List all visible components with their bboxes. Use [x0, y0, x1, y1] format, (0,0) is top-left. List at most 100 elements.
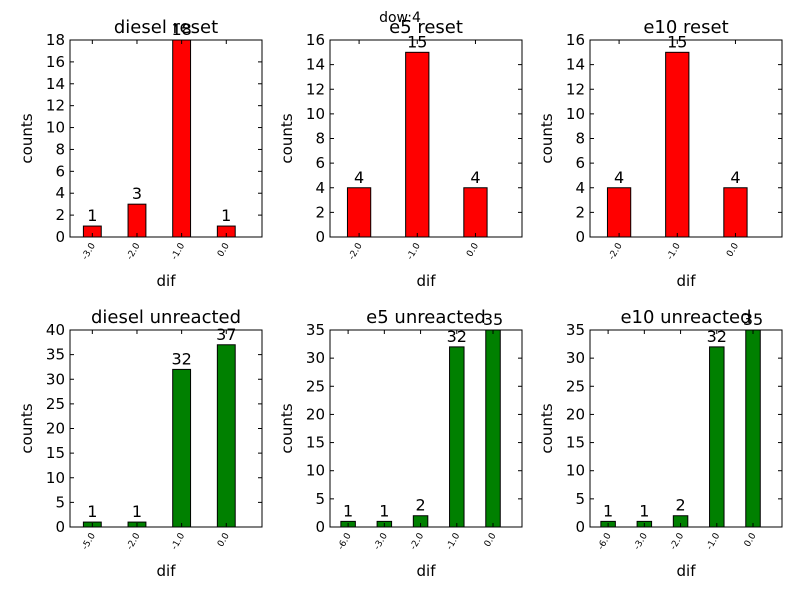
x-tick-label: -2.0 — [125, 241, 143, 261]
y-axis-label: counts — [538, 403, 556, 453]
bar-value-label: 4 — [354, 168, 364, 187]
chart-title: e10 reset — [643, 17, 728, 38]
bar-value-label: 1 — [221, 206, 231, 225]
y-tick-label: 14 — [306, 56, 325, 74]
x-tick-label: -6.0 — [336, 531, 354, 551]
bar — [127, 203, 147, 238]
bar-value-label: 1 — [603, 501, 613, 520]
x-tick-label: -5.0 — [80, 531, 98, 551]
x-axis-label: dif — [157, 272, 177, 290]
bar — [172, 39, 192, 238]
y-tick-label: 16 — [566, 31, 585, 49]
y-tick-label: 2 — [575, 203, 585, 221]
x-tick-label: 0.0 — [216, 241, 232, 259]
bar-value-label: 32 — [171, 349, 191, 368]
y-tick-label: 30 — [566, 349, 585, 367]
subplot-5: 1 -6.0 1 -3.0 2 -2.0 32 -1.0 35 0.0 0 5 10 15 20 25 30 35… — [278, 307, 523, 580]
y-tick-label: 2 — [315, 203, 325, 221]
y-tick-label: 4 — [575, 179, 585, 197]
bar — [709, 346, 725, 528]
axes-frame — [69, 39, 263, 238]
y-tick-label: 35 — [306, 321, 325, 339]
bar — [346, 187, 372, 238]
y-tick-label: 16 — [306, 31, 325, 49]
y-tick-label: 10 — [566, 105, 585, 123]
y-tick-label: 6 — [575, 154, 585, 172]
y-tick-label: 20 — [306, 405, 325, 423]
bar-value-label: 18 — [171, 20, 191, 39]
x-tick-label: -2.0 — [607, 241, 625, 261]
y-tick-label: 18 — [46, 31, 65, 49]
y-tick-label: 6 — [55, 162, 65, 180]
bar-value-label: 32 — [707, 327, 727, 346]
bar — [405, 51, 430, 238]
x-axis-label: dif — [417, 562, 437, 580]
y-tick-label: 5 — [575, 490, 585, 508]
y-tick-label: 15 — [46, 444, 65, 462]
figure-suptitle: dow:4 — [379, 10, 421, 26]
y-axis-label: counts — [538, 113, 556, 163]
x-tick-label: -2.0 — [669, 531, 687, 551]
x-tick-label: -1.0 — [665, 241, 683, 261]
bar-value-label: 4 — [730, 168, 740, 187]
chart-title: diesel unreacted — [91, 307, 241, 328]
y-tick-label: 25 — [306, 377, 325, 395]
chart-title: e10 unreacted — [620, 307, 751, 328]
subplot-6: 1 -6.0 1 -3.0 2 -2.0 32 -1.0 35 0.0 0 5 10 15 20 25 30 35… — [538, 307, 783, 580]
y-tick-label: 2 — [55, 206, 65, 224]
bar-value-label: 35 — [743, 310, 763, 329]
y-tick-label: 15 — [306, 434, 325, 452]
x-tick-label: 0.0 — [216, 531, 232, 549]
bar-value-label: 1 — [132, 502, 142, 521]
y-tick-label: 10 — [46, 119, 65, 137]
x-tick-label: -1.0 — [170, 241, 188, 261]
bar-value-label: 1 — [379, 501, 389, 520]
y-tick-label: 25 — [566, 377, 585, 395]
bar-value-label: 1 — [87, 502, 97, 521]
x-axis-label: dif — [677, 562, 697, 580]
x-axis-label: dif — [677, 272, 697, 290]
bar — [485, 329, 501, 528]
chart-title: diesel reset — [114, 17, 218, 38]
bar — [745, 329, 761, 528]
bar-value-label: 1 — [343, 501, 353, 520]
y-tick-label: 16 — [46, 53, 65, 71]
y-axis-label: counts — [18, 403, 36, 453]
y-tick-label: 5 — [55, 493, 65, 511]
bar — [449, 346, 465, 528]
y-tick-label: 30 — [46, 370, 65, 388]
bar-value-label: 35 — [483, 310, 503, 329]
y-tick-label: 0 — [575, 518, 585, 536]
bar — [463, 187, 488, 238]
bar-value-label: 2 — [675, 496, 685, 515]
bar-value-label: 1 — [639, 501, 649, 520]
x-tick-label: -3.0 — [80, 241, 98, 261]
x-axis-label: dif — [157, 562, 177, 580]
x-tick-label: -1.0 — [170, 531, 188, 551]
x-axis-label: dif — [417, 272, 437, 290]
y-tick-label: 0 — [315, 518, 325, 536]
y-tick-label: 12 — [306, 80, 325, 98]
chart-title: e5 unreacted — [366, 307, 486, 328]
axes-frame — [589, 329, 783, 528]
y-axis-label: counts — [18, 113, 36, 163]
subplot-1: 1-3.03-2.018-1.010.0024681012141618diese… — [18, 17, 263, 290]
y-tick-label: 8 — [575, 130, 585, 148]
y-tick-label: 12 — [566, 80, 585, 98]
y-tick-label: 5 — [315, 490, 325, 508]
bar — [723, 187, 748, 238]
bar-value-label: 2 — [415, 496, 425, 515]
x-tick-label: -1.0 — [445, 531, 463, 551]
bar-value-label: 3 — [132, 184, 142, 203]
y-tick-label: 15 — [566, 434, 585, 452]
y-tick-label: 4 — [55, 184, 65, 202]
y-tick-label: 8 — [315, 130, 325, 148]
x-tick-label: -3.0 — [372, 531, 390, 551]
y-tick-label: 20 — [566, 405, 585, 423]
y-tick-label: 4 — [315, 179, 325, 197]
bar-value-label: 32 — [447, 327, 467, 346]
y-tick-label: 14 — [46, 75, 65, 93]
x-tick-label: -2.0 — [347, 241, 365, 261]
